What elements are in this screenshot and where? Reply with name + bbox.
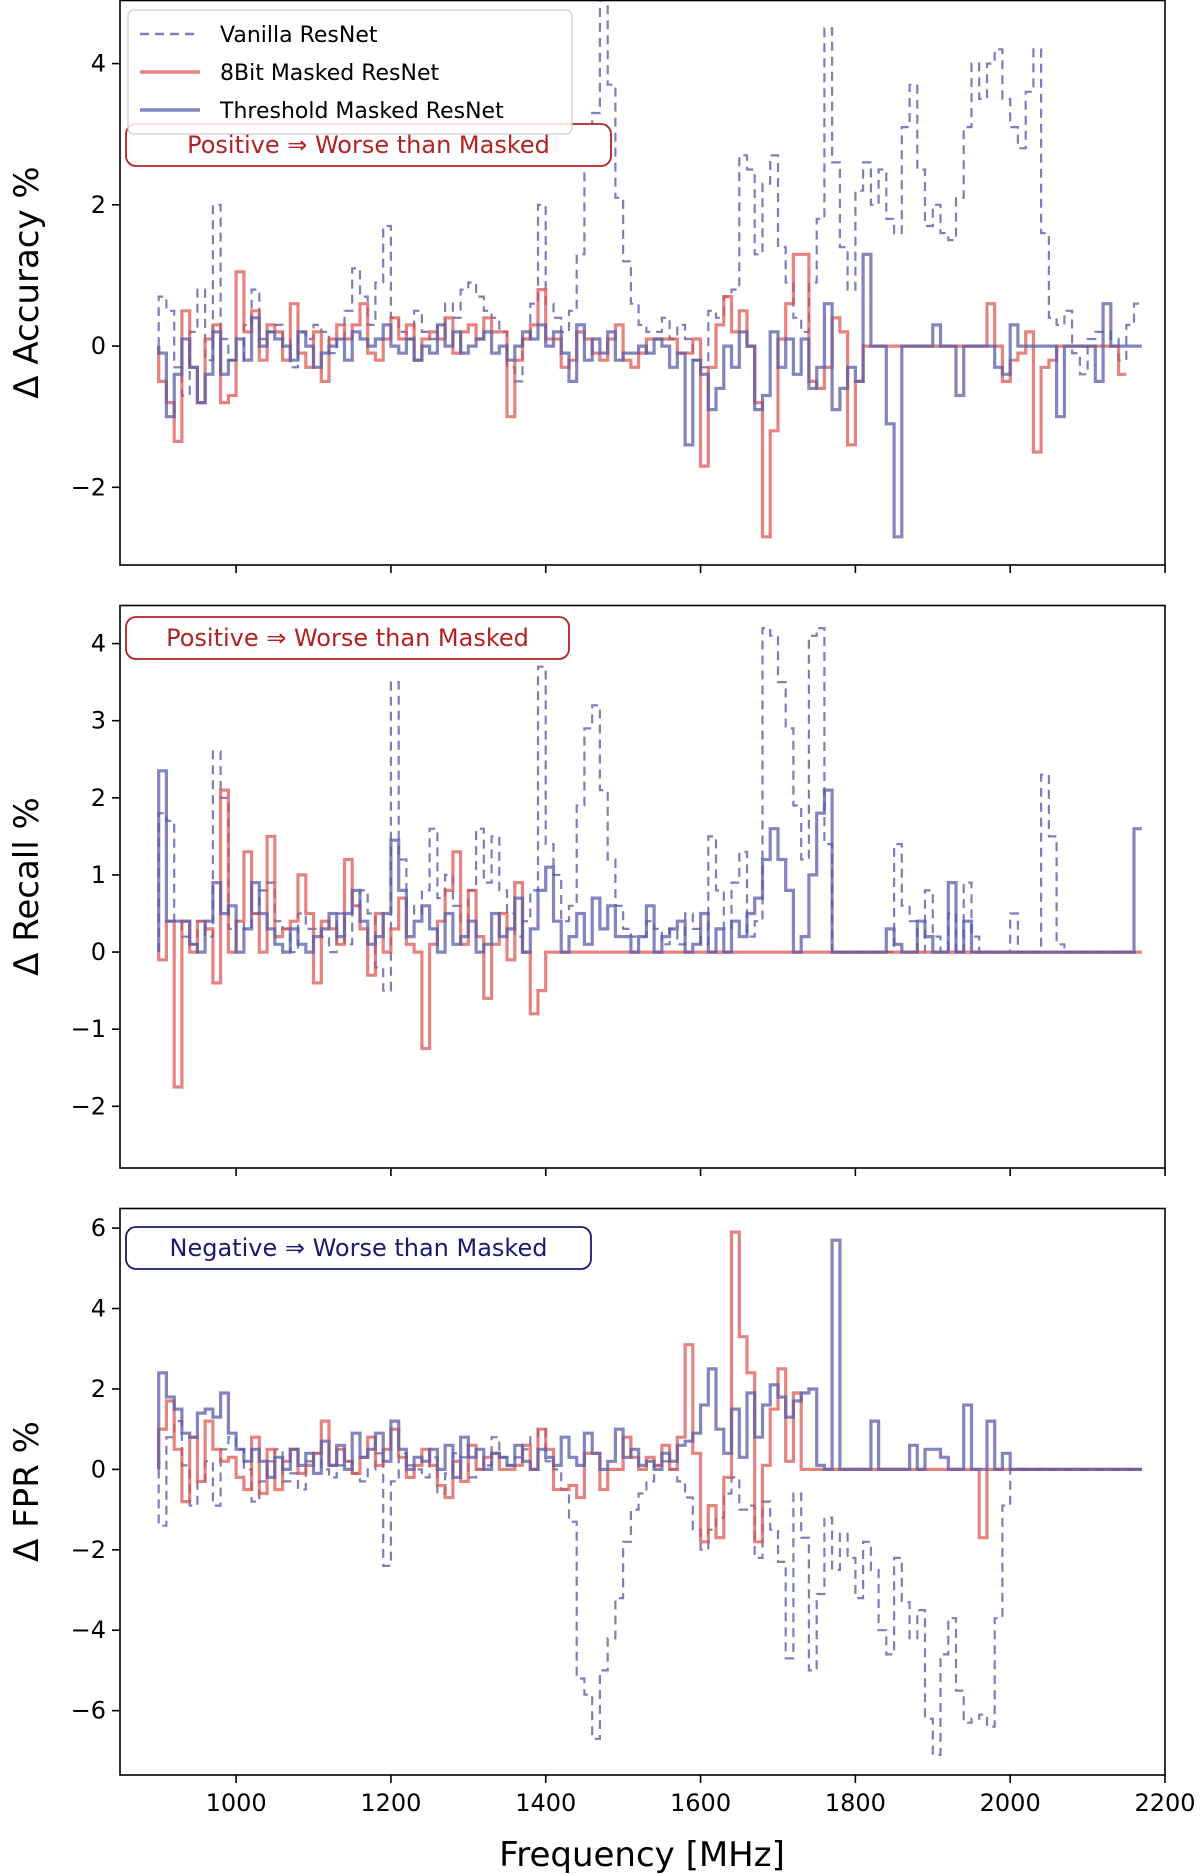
y-tick-label: −2 [71, 1092, 106, 1120]
annotation-text: Positive ⇒ Worse than Masked [187, 131, 550, 159]
x-tick-label: 1400 [515, 1789, 576, 1817]
y-axis-label: Δ Recall % [7, 797, 47, 976]
y-tick-label: 1 [91, 861, 106, 889]
y-tick-label: −2 [71, 473, 106, 501]
series-vanilla-resnet [157, 627, 1142, 992]
y-tick-label: 0 [91, 332, 106, 360]
shared-x-axis: 1000 1200 1400 1600 1800 2000 2200 [206, 1789, 1196, 1817]
fpr-panel: −6 −4 −2 0 2 4 6 Δ FPR % Negative ⇒ Worse than M… [7, 1207, 1166, 1783]
legend-box [127, 9, 573, 135]
y-tick-label: 4 [91, 630, 106, 658]
plot-frame [119, 1207, 1166, 1776]
legend-label-vanilla-resnet: Vanilla ResNet [220, 23, 378, 48]
annotation-box [125, 616, 570, 660]
legend-label-threshold-masked-resnet: Threshold Masked ResNet [219, 99, 504, 124]
series-threshold-masked-resnet [157, 252, 1142, 539]
plot-frame [119, 0, 1166, 566]
y-tick-label: 2 [91, 784, 106, 812]
legend: Vanilla ResNet 8Bit Masked ResNet Threshol… [127, 9, 573, 135]
series-8bit-masked-resnet [157, 1230, 1142, 1544]
y-tick-label: 3 [91, 707, 106, 735]
annotation-box [125, 1226, 592, 1270]
plot-frame [119, 604, 1166, 1169]
x-axis-label: Frequency [MHz] [499, 1835, 785, 1875]
series-8bit-masked-resnet [157, 252, 1127, 539]
x-tick-label: 2000 [980, 1789, 1041, 1817]
y-tick-label: −4 [71, 1616, 106, 1644]
y-axis-label: Δ FPR % [7, 1421, 47, 1562]
series-threshold-masked-resnet [157, 769, 1142, 954]
x-tick-label: 1200 [360, 1789, 421, 1817]
y-tick-label: 0 [91, 1455, 106, 1483]
y-tick-label: −2 [71, 1536, 106, 1564]
annotation-text: Negative ⇒ Worse than Masked [170, 1234, 548, 1262]
y-tick-label: −6 [71, 1697, 106, 1725]
recall-panel: −2 −1 0 1 2 3 4 Δ Recall % Positive ⇒ Worse than… [7, 604, 1166, 1176]
series-vanilla-resnet [157, 1420, 1142, 1756]
series-threshold-masked-resnet [157, 1238, 1142, 1479]
y-tick-label: −1 [71, 1015, 106, 1043]
y-tick-label: 6 [91, 1214, 106, 1242]
y-tick-label: 4 [91, 50, 106, 78]
legend-label-8bit-masked-resnet: 8Bit Masked ResNet [220, 61, 439, 86]
y-axis-label: Δ Accuracy % [7, 166, 47, 398]
annotation-text: Positive ⇒ Worse than Masked [166, 624, 529, 652]
x-tick-label: 2200 [1134, 1789, 1195, 1817]
y-tick-label: 2 [91, 1375, 106, 1403]
x-tick-label: 1000 [206, 1789, 267, 1817]
y-tick-label: 2 [91, 191, 106, 219]
y-tick-label: 0 [91, 938, 106, 966]
series-8bit-masked-resnet [157, 788, 1142, 1089]
x-tick-label: 1600 [670, 1789, 731, 1817]
y-tick-label: 4 [91, 1295, 106, 1323]
x-tick-label: 1800 [825, 1789, 886, 1817]
